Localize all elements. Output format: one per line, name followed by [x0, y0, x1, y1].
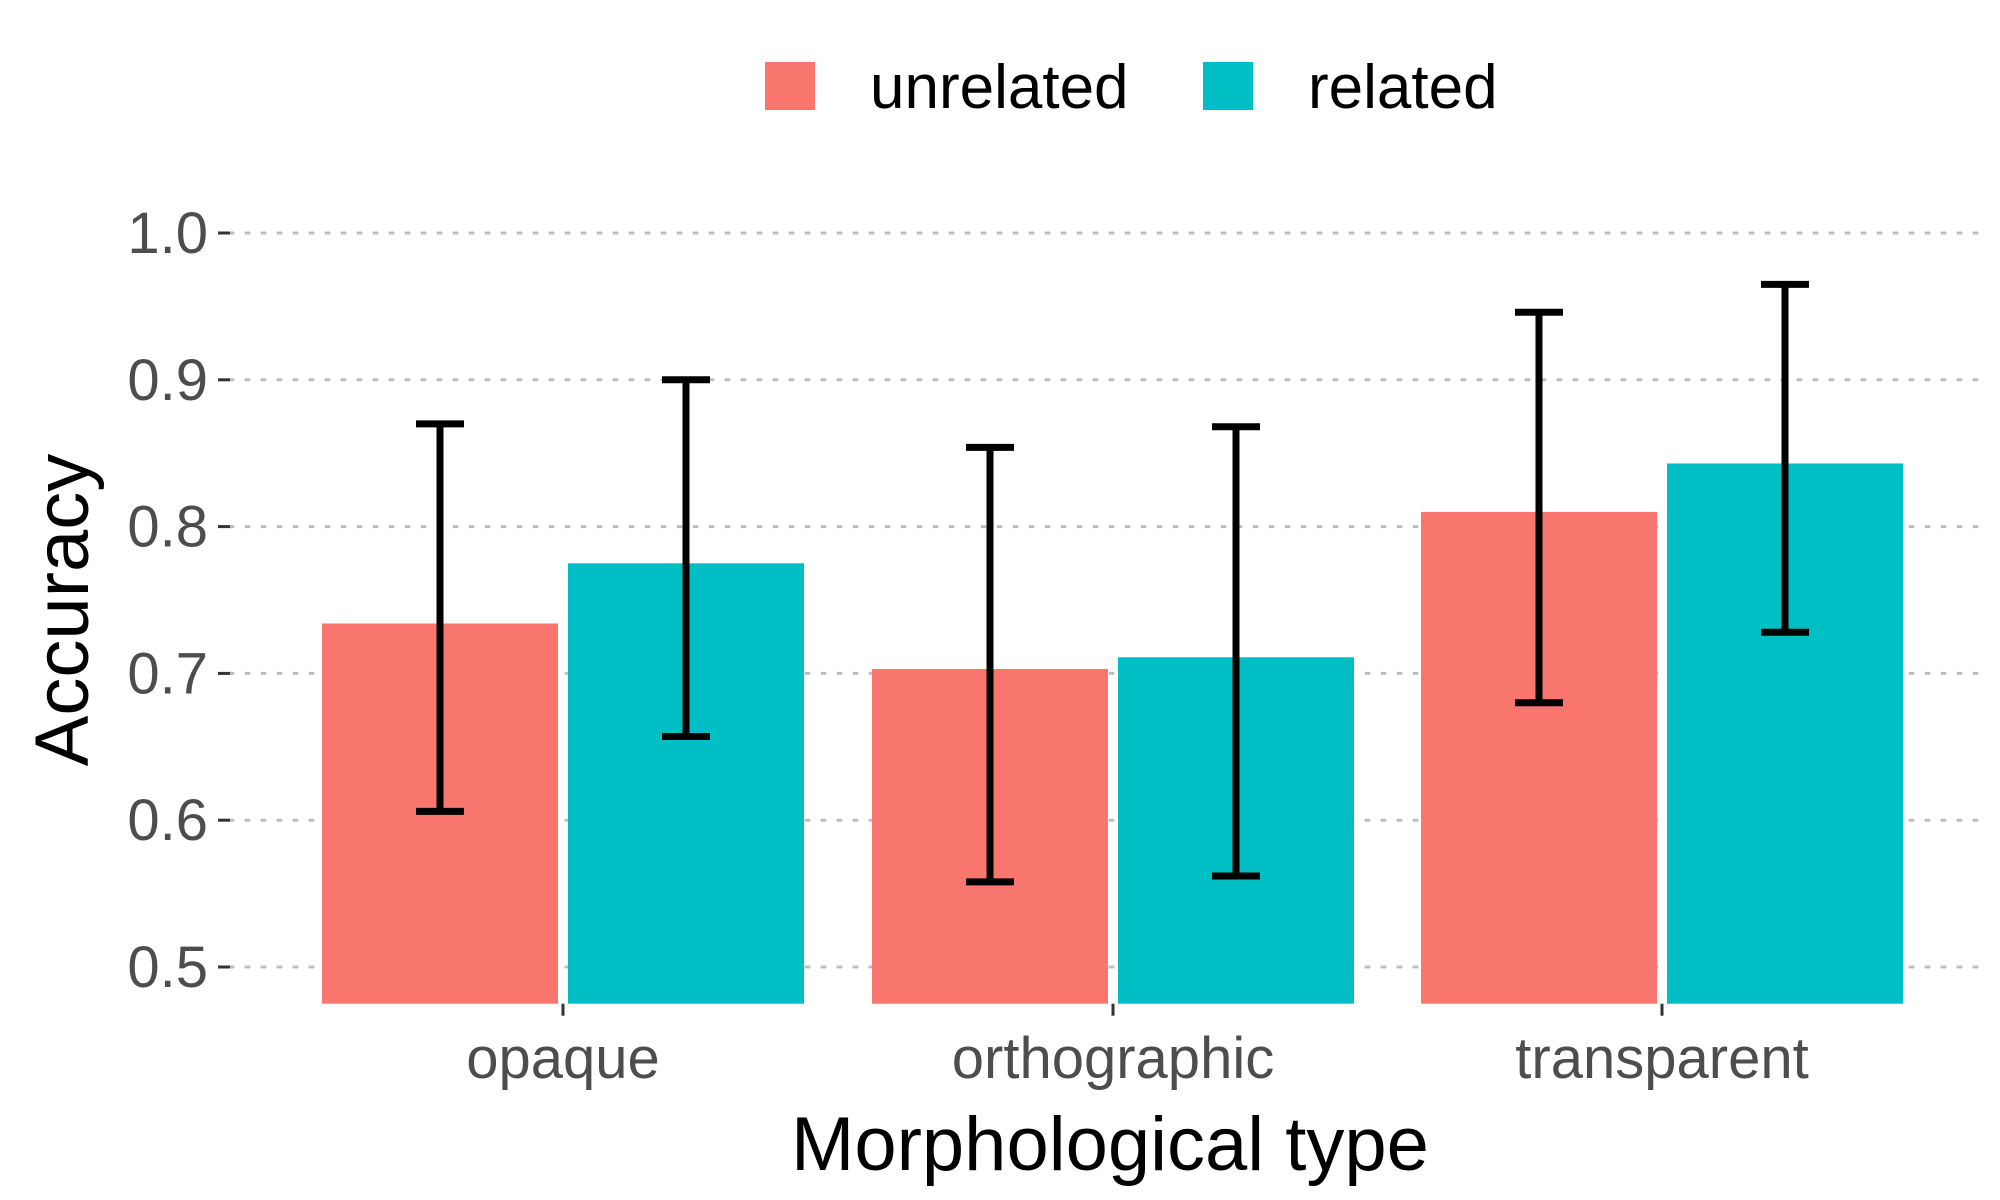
x-axis-title: Morphological type	[791, 1102, 1429, 1187]
legend-item-related: related	[1203, 53, 1498, 122]
x-tick-label-orthographic: orthographic	[952, 1026, 1274, 1091]
error-bar-related-transparent	[1761, 280, 1809, 636]
error-bar-related-opaque	[662, 376, 710, 741]
legend-swatch	[1203, 62, 1253, 110]
y-tick-label: 0.5	[127, 935, 208, 1000]
y-tick-label: 0.7	[127, 641, 208, 706]
error-bar-unrelated-orthographic	[966, 443, 1014, 886]
legend-item-unrelated: unrelated	[765, 53, 1129, 122]
error-bars	[416, 280, 1809, 886]
y-tick-label: 0.9	[127, 348, 208, 413]
legend-swatch	[765, 62, 815, 110]
y-tick-label: 0.6	[127, 788, 208, 853]
y-tick-label: 1.0	[127, 201, 208, 266]
y-tick-label: 0.8	[127, 495, 208, 560]
y-axis-title: Accuracy	[20, 454, 105, 767]
x-axis: opaque orthographic transparent	[466, 1003, 1809, 1091]
x-tick-label-transparent: transparent	[1515, 1026, 1808, 1091]
x-tick-label-opaque: opaque	[466, 1026, 660, 1091]
error-bar-unrelated-opaque	[416, 420, 464, 815]
legend-label: related	[1308, 53, 1498, 122]
legend-label: unrelated	[870, 53, 1129, 122]
y-axis: 0.5 0.6 0.7 0.8 0.9 1.0	[127, 201, 230, 1000]
legend: unrelated related	[765, 53, 1498, 122]
error-bar-related-orthographic	[1212, 423, 1260, 880]
bars	[322, 463, 1903, 1004]
error-bar-unrelated-transparent	[1515, 308, 1563, 707]
